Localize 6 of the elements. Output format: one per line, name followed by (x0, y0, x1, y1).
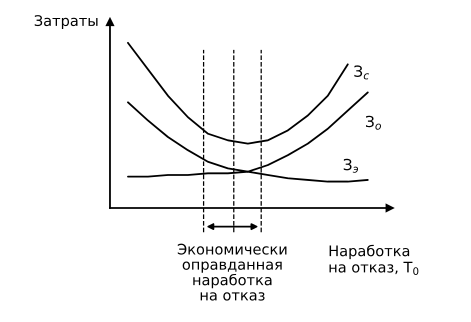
series-label: З$_{э}$ (344, 158, 358, 173)
series-label: З$_{о}$ (366, 116, 381, 130)
text: Экономически оправданная наработка на отказ (178, 244, 286, 301)
y-axis-title: Затраты (34, 15, 98, 29)
x-axis-title: Наработка на отказ, T$_{0}$ (330, 244, 418, 275)
series-label: З$_{с}$ (354, 65, 370, 80)
